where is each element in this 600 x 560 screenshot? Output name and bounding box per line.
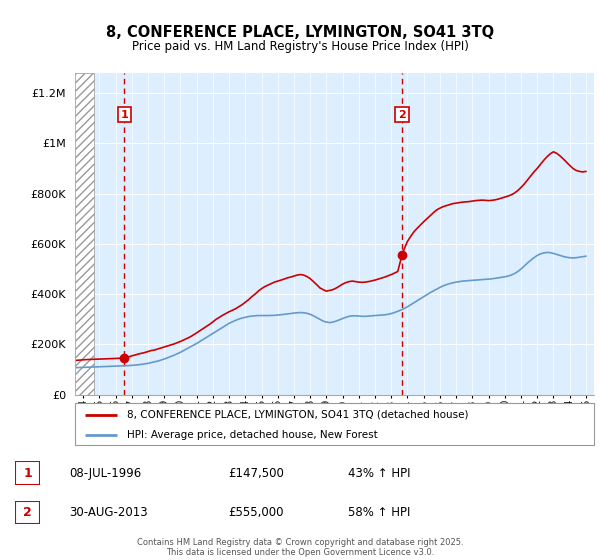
Text: £555,000: £555,000 bbox=[228, 506, 284, 519]
Text: Contains HM Land Registry data © Crown copyright and database right 2025.
This d: Contains HM Land Registry data © Crown c… bbox=[137, 538, 463, 557]
Text: Price paid vs. HM Land Registry's House Price Index (HPI): Price paid vs. HM Land Registry's House … bbox=[131, 40, 469, 53]
Text: 58% ↑ HPI: 58% ↑ HPI bbox=[348, 506, 410, 519]
Text: 1: 1 bbox=[121, 110, 128, 120]
Text: 30-AUG-2013: 30-AUG-2013 bbox=[69, 506, 148, 519]
Text: 43% ↑ HPI: 43% ↑ HPI bbox=[348, 466, 410, 480]
Text: HPI: Average price, detached house, New Forest: HPI: Average price, detached house, New … bbox=[127, 430, 377, 440]
Text: 2: 2 bbox=[398, 110, 406, 120]
Text: 1: 1 bbox=[23, 466, 32, 480]
Text: £147,500: £147,500 bbox=[228, 466, 284, 480]
Text: 8, CONFERENCE PLACE, LYMINGTON, SO41 3TQ (detached house): 8, CONFERENCE PLACE, LYMINGTON, SO41 3TQ… bbox=[127, 410, 469, 420]
Bar bbox=[75, 73, 94, 395]
Text: 2: 2 bbox=[23, 506, 32, 519]
Text: 8, CONFERENCE PLACE, LYMINGTON, SO41 3TQ: 8, CONFERENCE PLACE, LYMINGTON, SO41 3TQ bbox=[106, 25, 494, 40]
Text: 08-JUL-1996: 08-JUL-1996 bbox=[69, 466, 141, 480]
